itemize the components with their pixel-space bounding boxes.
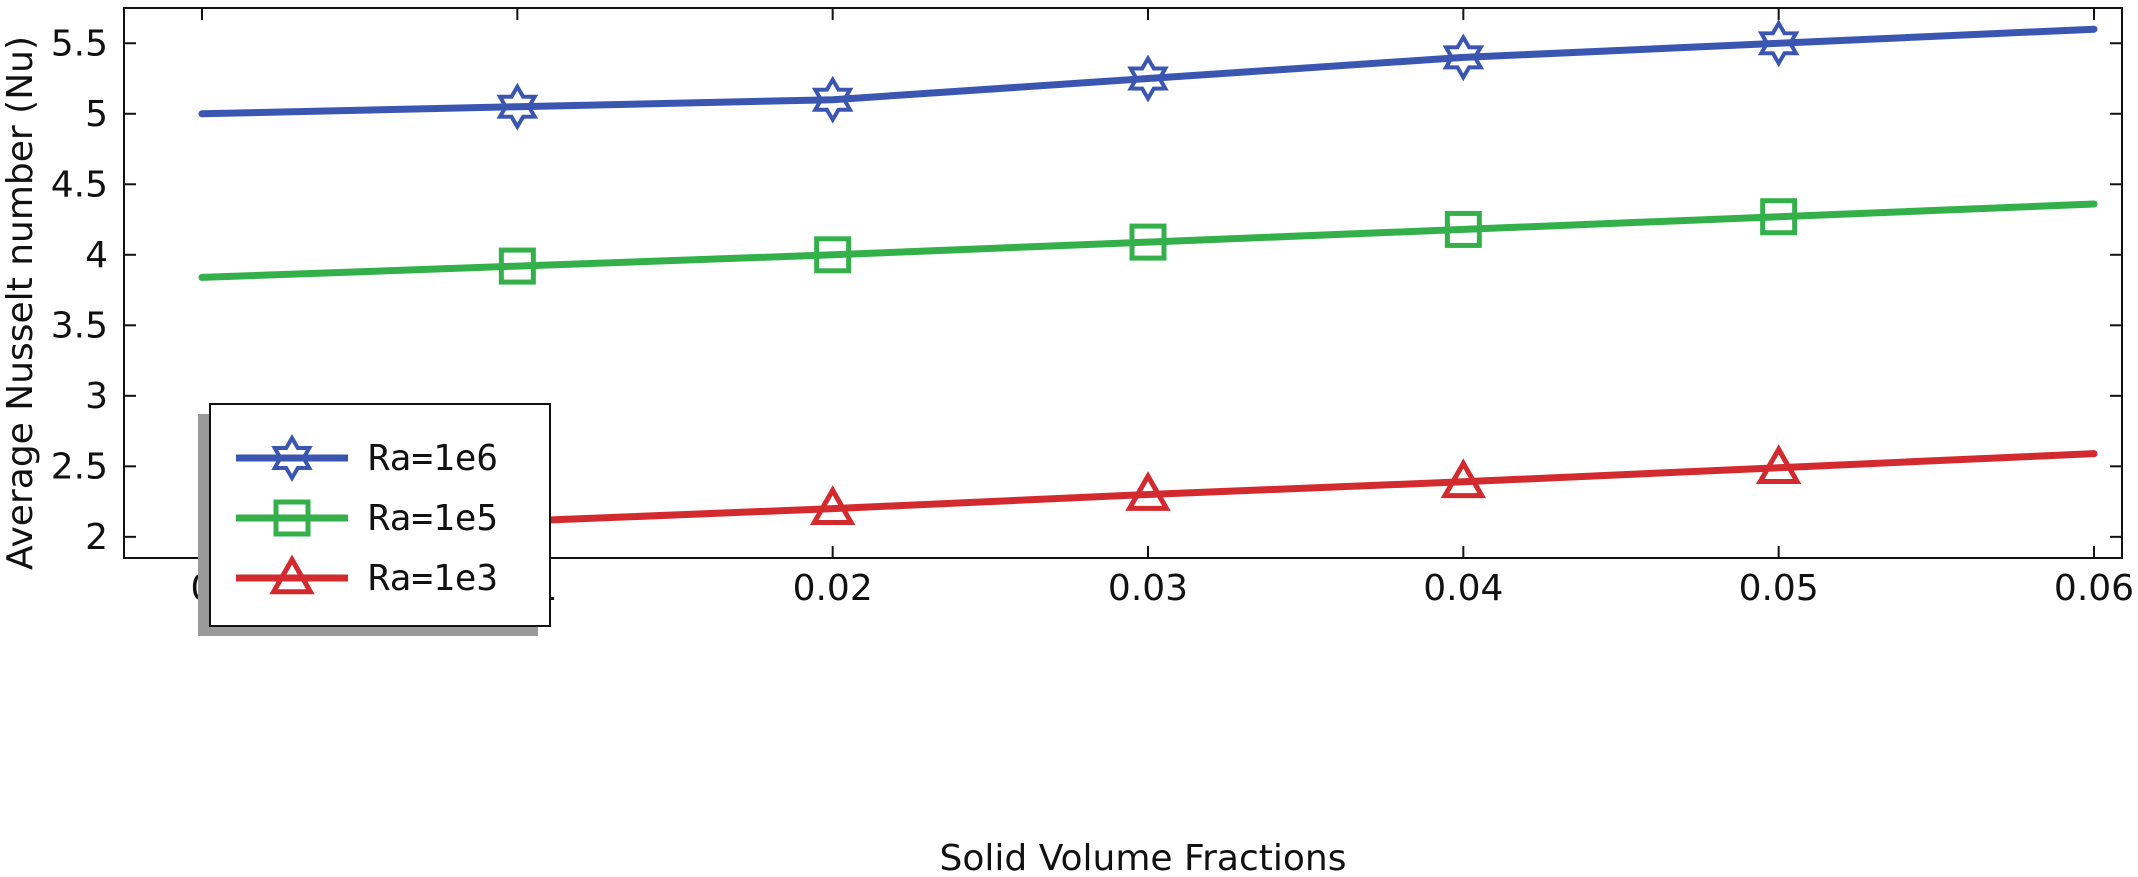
y-axis-title: Average Nusselt number (Nu) xyxy=(0,36,41,570)
data-point xyxy=(1125,471,1171,511)
data-point xyxy=(1444,210,1482,248)
y-tick-label: 4 xyxy=(85,235,108,276)
data-point xyxy=(1755,444,1802,485)
y-tick-label: 2.5 xyxy=(51,446,108,487)
data-point xyxy=(814,236,852,274)
y-axis: 2 2.5 3 3.5 4 4.5 5 5.5 xyxy=(51,23,2122,558)
series-line xyxy=(198,200,2098,281)
x-tick-label: 0.05 xyxy=(1739,568,1819,609)
plot-border xyxy=(123,7,2123,559)
legend-item: Ra=1e5 xyxy=(236,498,498,539)
data-point xyxy=(498,247,536,285)
y-tick-label: 5.5 xyxy=(51,23,108,64)
legend-item: Ra=1e3 xyxy=(236,554,498,599)
x-tick-label: 0.03 xyxy=(1108,568,1188,609)
y-tick-label: 5 xyxy=(85,94,108,135)
x-axis: 00.010.020.030.040.050.06 xyxy=(191,8,2134,609)
data-point xyxy=(1760,198,1798,236)
series-line xyxy=(198,25,2098,118)
y-tick-label: 3 xyxy=(85,376,108,417)
x-tick-label: 0.06 xyxy=(2054,568,2134,609)
series-square xyxy=(198,198,2098,285)
data-point xyxy=(1127,54,1169,103)
data-point xyxy=(1129,223,1167,261)
plot-frame xyxy=(123,7,2123,559)
legend: Ra=1e6 Ra=1e5 Ra=1e3 xyxy=(198,403,551,636)
legend-marker xyxy=(273,499,311,537)
series-hexagram xyxy=(198,19,2098,131)
x-axis-title: Solid Volume Fractions xyxy=(940,838,1347,877)
data-point xyxy=(1757,19,1800,68)
y-tick-label: 2 xyxy=(85,517,108,558)
legend-label: Ra=1e3 xyxy=(368,558,498,599)
legend-marker xyxy=(271,434,313,482)
data-point xyxy=(1440,458,1487,499)
x-tick-label: 0.02 xyxy=(793,568,873,609)
legend-marker xyxy=(269,554,315,595)
data-point xyxy=(496,82,539,131)
y-tick-label: 3.5 xyxy=(51,305,108,346)
legend-label: Ra=1e6 xyxy=(368,438,498,479)
data-point xyxy=(809,485,856,525)
data-point xyxy=(1442,33,1485,82)
legend-item: Ra=1e6 xyxy=(236,434,498,482)
data-point xyxy=(811,75,854,124)
y-tick-label: 4.5 xyxy=(51,164,108,205)
x-tick-label: 0.04 xyxy=(1423,568,1503,609)
legend-label: Ra=1e5 xyxy=(368,498,498,539)
